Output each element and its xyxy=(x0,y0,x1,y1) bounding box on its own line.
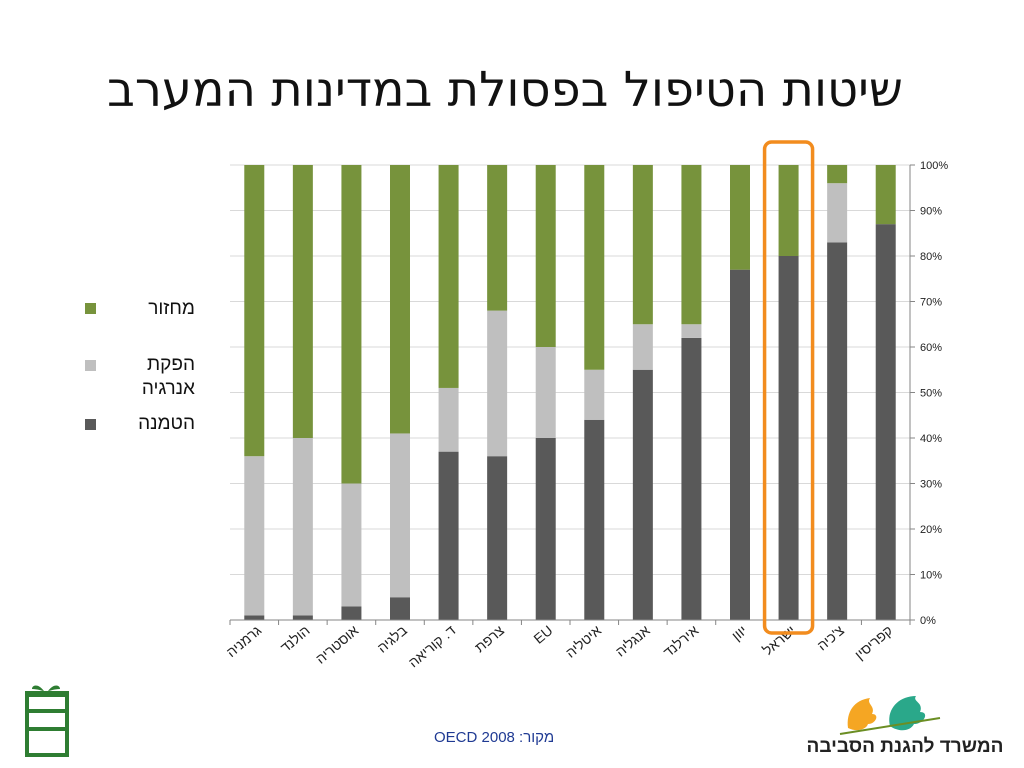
bar-landfill xyxy=(632,369,653,620)
bar-energy xyxy=(632,324,653,370)
legend-swatch-energy xyxy=(85,360,96,371)
y-tick-label: 90% xyxy=(920,206,942,218)
y-tick-label: 80% xyxy=(920,251,942,263)
bar-recycling xyxy=(681,165,702,325)
bar-recycling xyxy=(292,165,313,438)
legend-swatch-landfill xyxy=(85,419,96,430)
bar-landfill xyxy=(681,337,702,620)
green-campaign-logo-icon xyxy=(25,685,69,757)
bar-recycling xyxy=(778,165,799,256)
bar-landfill xyxy=(341,606,362,620)
bar-landfill xyxy=(827,242,848,620)
bar-landfill xyxy=(292,615,313,620)
y-tick-label: 70% xyxy=(920,297,942,309)
bar-recycling xyxy=(827,165,848,184)
bar-energy xyxy=(827,183,848,243)
bar-landfill xyxy=(584,419,605,620)
x-tick-label: ד. קוריאה xyxy=(405,622,459,671)
x-tick-label: בלגיה xyxy=(374,622,410,656)
y-tick-label: 10% xyxy=(920,570,942,582)
bar-energy xyxy=(487,310,508,457)
bar-recycling xyxy=(584,165,605,370)
ministry-logo: המשרד להגנת הסביבה xyxy=(790,690,1010,760)
highlight-rect xyxy=(762,140,815,635)
bar-energy xyxy=(681,324,702,338)
bar-landfill xyxy=(487,456,508,620)
source-note: מקור: OECD 2008 xyxy=(434,729,555,746)
bar-landfill xyxy=(390,597,410,620)
y-tick-label: 30% xyxy=(920,479,942,491)
bar-landfill xyxy=(438,451,459,620)
bar-recycling xyxy=(341,165,362,484)
bar-landfill xyxy=(778,256,799,620)
highlight-box xyxy=(762,140,815,635)
x-tick-label: צ'כיה xyxy=(814,622,847,654)
page-title: שיטות הטיפול בפסולת במדינות המערב xyxy=(107,62,903,118)
leaves-logo-icon xyxy=(839,696,941,735)
legend-item-energy-line2: אנרגיה xyxy=(141,378,195,399)
bar-recycling xyxy=(244,165,265,457)
bar-energy xyxy=(584,369,605,420)
x-tick-label: גרמניה xyxy=(223,622,264,660)
x-tick-label: קפריסין xyxy=(852,622,896,663)
x-tick-label: אירלנד xyxy=(660,622,701,660)
bar-landfill xyxy=(875,224,896,620)
y-tick-label: 50% xyxy=(920,388,942,400)
x-tick-label: אוסטריה xyxy=(312,622,361,667)
y-tick-label: 40% xyxy=(920,433,942,445)
bar-energy xyxy=(438,387,459,452)
bar-recycling xyxy=(632,165,653,325)
bar-recycling xyxy=(487,165,508,311)
bar-energy xyxy=(390,433,410,598)
bar-recycling xyxy=(438,165,459,388)
legend-item-landfill: הטמנה xyxy=(138,413,195,434)
bar-landfill xyxy=(244,615,265,620)
x-tick-label: צרפת xyxy=(472,622,508,656)
x-tick-label: יוון xyxy=(729,622,750,644)
bars xyxy=(244,165,896,620)
bar-landfill xyxy=(730,269,750,620)
legend-item-energy-line1: הפקת xyxy=(147,354,195,375)
y-tick-label: 60% xyxy=(920,342,942,354)
x-tick-label: הולנד xyxy=(277,622,313,656)
bar-landfill xyxy=(535,438,556,620)
x-tick-label: אנגליה xyxy=(612,622,653,660)
y-tick-label: 100% xyxy=(920,160,948,172)
bar-energy xyxy=(535,347,556,438)
y-tick-label: 0% xyxy=(920,615,936,627)
bar-recycling xyxy=(730,165,750,270)
bar-recycling xyxy=(875,165,896,225)
y-tick-label: 20% xyxy=(920,524,942,536)
y-axis: 0% 10% 20% 30% 40% 50% 60% 70% 80% 90% 100% xyxy=(909,160,948,627)
x-tick-label: EU xyxy=(530,622,555,647)
bar-recycling xyxy=(535,165,556,347)
bar-energy xyxy=(292,438,313,616)
x-tick-label: איטליה xyxy=(562,622,604,661)
legend-swatch-recycling xyxy=(85,303,96,314)
bar-energy xyxy=(244,456,265,616)
grid-lines xyxy=(230,164,910,621)
bar-recycling xyxy=(390,165,410,434)
ministry-name: המשרד להגנת הסביבה xyxy=(806,736,1004,757)
bar-energy xyxy=(341,483,362,607)
legend-item-recycling: מחזור xyxy=(148,298,195,319)
